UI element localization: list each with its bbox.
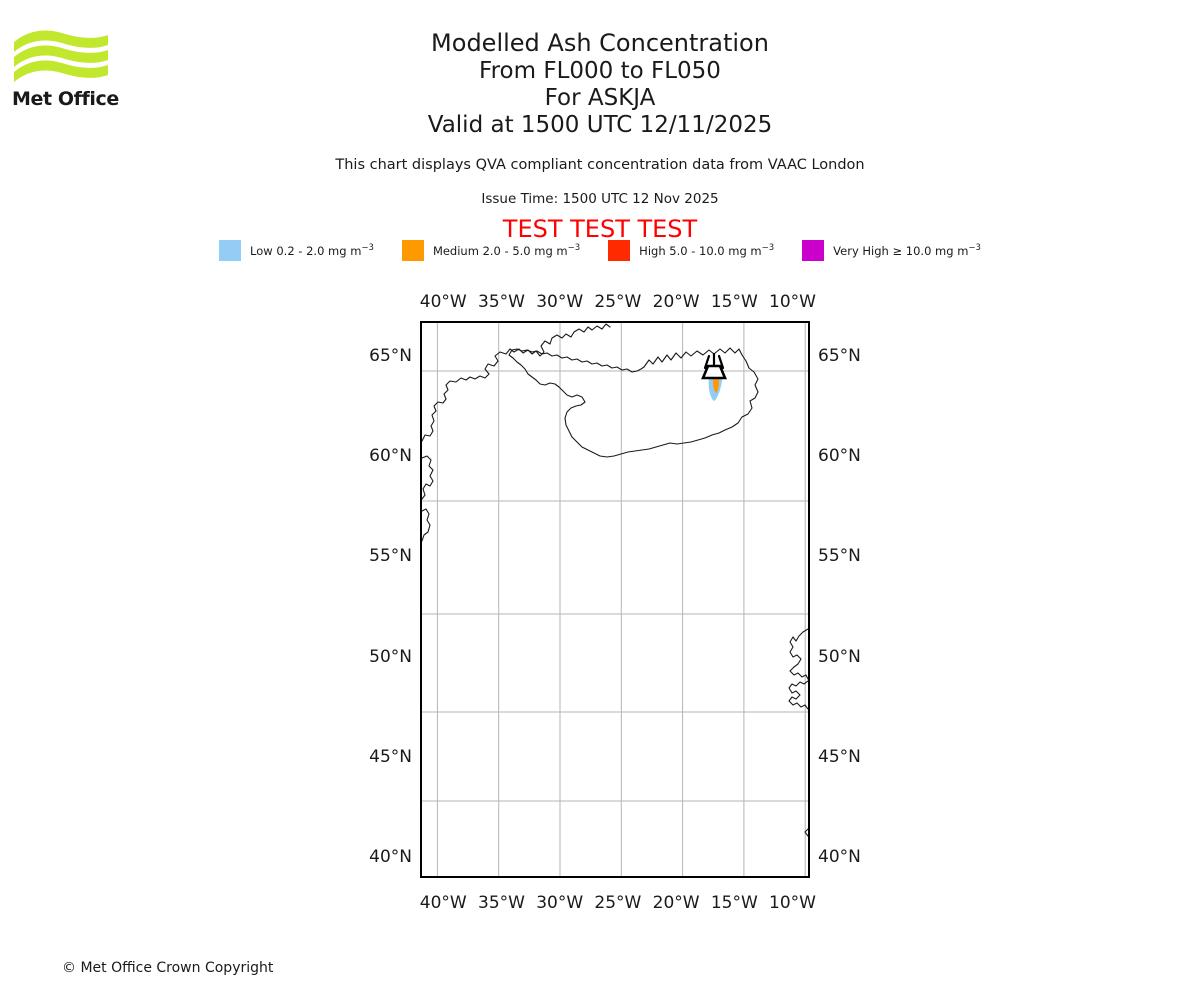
lon-tick-top: 35°W [478,292,525,312]
ash-contour-medium [713,377,719,393]
volcano-marker-icon [701,352,727,380]
lon-tick-bottom: 30°W [536,893,584,913]
lon-tick-bottom: 35°W [478,893,525,913]
lat-tick-left: 50°N [369,646,412,667]
map-canvas [422,323,808,876]
legend-label-very-high: Very High ≥ 10.0 mg m−3 [833,243,981,258]
met-office-logo: Met Office [12,26,122,116]
coastlines [422,323,808,837]
legend-swatch-very-high [802,240,825,261]
lat-tick-left: 65°N [369,346,412,367]
legend-label-high: High 5.0 - 10.0 mg m−3 [639,243,775,258]
legend-swatch-medium [401,240,424,261]
lat-tick-right: 45°N [818,746,861,767]
coast-fragment-southeast [804,828,808,837]
legend-label-low: Low 0.2 - 2.0 mg m−3 [250,243,374,258]
lat-tick-left: 55°N [369,546,412,567]
lon-tick-top: 20°W [652,292,700,312]
met-office-waves-icon [14,30,108,82]
lon-tick-bottom: 15°W [710,893,758,913]
lon-tick-bottom: 10°W [769,893,817,913]
ireland-coastline [789,628,808,680]
lat-tick-left: 40°N [369,846,412,867]
lon-tick-top: 30°W [536,292,584,312]
legend-item-medium: Medium 2.0 - 5.0 mg m−3 [401,240,581,261]
lon-tick-bottom: 20°W [652,893,700,913]
copyright-notice: © Met Office Crown Copyright [62,960,274,976]
volcano-name-line: For ASKJA [544,85,656,111]
lat-tick-left: 60°N [369,446,412,467]
greenland-lower-cape [422,508,431,542]
lon-tick-bottom: 25°W [594,893,642,913]
legend-swatch-high [608,240,631,261]
map-gridlines [422,323,808,876]
compliance-note: This chart displays QVA compliant concen… [335,157,865,173]
test-banner: TEST TEST TEST [502,215,698,243]
lon-tick-top: 10°W [769,292,817,312]
lat-tick-right: 50°N [818,646,861,667]
lon-tick-bottom: 40°W [419,893,467,913]
issue-time: Issue Time: 1500 UTC 12 Nov 2025 [481,191,719,207]
lat-tick-right: 65°N [818,346,861,367]
greenland-coastline [422,323,611,442]
ireland-coastline-south [788,680,808,710]
flight-level-range: From FL000 to FL050 [479,58,721,84]
lon-tick-top: 25°W [594,292,642,312]
legend-label-medium: Medium 2.0 - 5.0 mg m−3 [432,243,581,258]
iceland-coastline [508,347,759,458]
legend-item-low: Low 0.2 - 2.0 mg m−3 [219,240,374,261]
valid-time: Valid at 1500 UTC 12/11/2025 [427,112,773,138]
concentration-legend: Low 0.2 - 2.0 mg m−3 Medium 2.0 - 5.0 mg… [0,240,1200,261]
legend-swatch-low [219,240,242,261]
page-title: Modelled Ash Concentration [431,29,769,57]
lon-tick-top: 15°W [710,292,758,312]
legend-item-very-high: Very High ≥ 10.0 mg m−3 [802,240,981,261]
lat-tick-right: 60°N [818,446,861,467]
legend-item-high: High 5.0 - 10.0 mg m−3 [608,240,774,261]
lat-tick-right: 40°N [818,846,861,867]
lon-tick-top: 40°W [419,292,467,312]
chart-title-block: Modelled Ash Concentration From FL000 to… [0,28,1200,139]
ash-concentration-map[interactable] [420,321,810,878]
greenland-cape [422,455,434,500]
met-office-logo-text: Met Office [12,88,119,110]
compliance-note-block: This chart displays QVA compliant concen… [0,156,1200,175]
map-frame [420,321,810,878]
lat-tick-right: 55°N [818,546,861,567]
lat-tick-left: 45°N [369,746,412,767]
